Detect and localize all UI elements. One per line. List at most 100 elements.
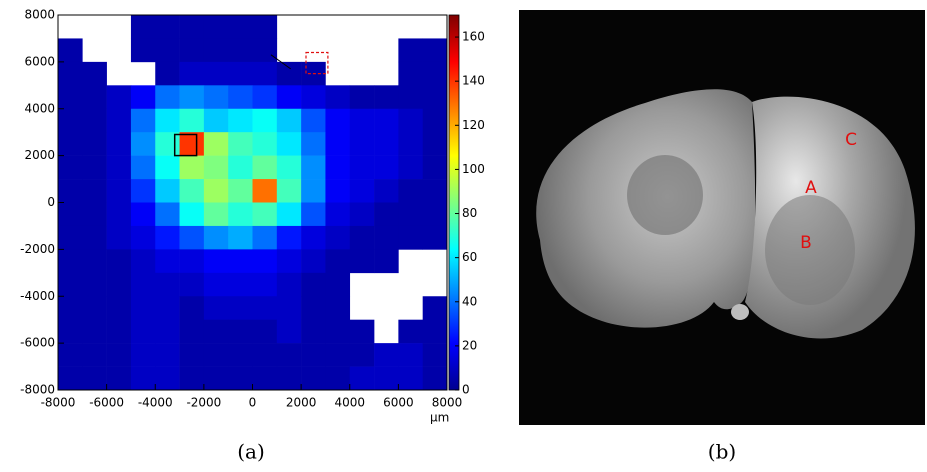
heat-cell: [349, 319, 375, 344]
heat-cell: [228, 202, 253, 227]
marker-line: [270, 54, 291, 70]
striatum-right: [765, 195, 855, 305]
heat-cell: [179, 132, 205, 156]
heat-cell: [276, 179, 302, 203]
heat-cell: [106, 179, 132, 203]
caption: (a): [237, 440, 265, 464]
heat-cell: [301, 272, 326, 297]
heat-cell: [82, 108, 107, 133]
y-tick-label: 2000: [24, 148, 55, 162]
heat-cell: [276, 155, 302, 180]
colorbar-tick-label: 40: [462, 294, 477, 308]
x-tick-label: -8000: [41, 396, 76, 410]
y-tick-label: 8000: [24, 8, 55, 22]
heat-cell: [252, 272, 278, 297]
x-tick-label: 4000: [334, 396, 365, 410]
heat-cell: [374, 343, 399, 367]
heat-cell: [252, 319, 278, 344]
heat-cell: [325, 202, 351, 227]
heat-cell: [82, 179, 107, 203]
y-tick-label: 6000: [24, 54, 55, 68]
heat-cell: [203, 296, 229, 320]
heat-cell: [252, 202, 278, 227]
heat-cell: [82, 225, 107, 250]
heat-cell: [130, 225, 156, 250]
heat-cell: [228, 319, 253, 344]
heat-cell: [179, 108, 205, 133]
y-tick-label: -6000: [20, 336, 55, 350]
annotation: A: [805, 178, 817, 198]
heat-cell: [252, 85, 278, 110]
heat-cell: [422, 155, 448, 180]
heat-cell: [58, 179, 83, 203]
heat-cell: [203, 179, 229, 203]
heat-cell: [58, 343, 83, 367]
heat-cell: [374, 249, 399, 274]
heat-cell: [252, 296, 278, 320]
heat-cell: [301, 343, 326, 367]
heat-cell: [130, 108, 156, 133]
heat-cell: [301, 85, 326, 110]
colorbar-tick-label: 0: [462, 383, 470, 397]
heat-cell: [398, 61, 423, 86]
heat-cell: [58, 225, 83, 250]
heat-cell: [301, 202, 326, 227]
heat-cell: [203, 108, 229, 133]
heat-cell: [398, 225, 423, 250]
heat-cell: [82, 202, 107, 227]
heat-cell: [252, 61, 278, 86]
heat-cell: [203, 249, 229, 274]
heat-cell: [203, 225, 229, 250]
heat-cell: [276, 61, 302, 86]
heat-cell: [130, 296, 156, 320]
heat-cell: [228, 225, 253, 250]
heat-cell: [58, 38, 83, 63]
heat-cell: [58, 85, 83, 110]
heat-cell: [252, 225, 278, 250]
heat-cell: [58, 61, 83, 86]
colorbar-tick-label: 120: [462, 118, 485, 132]
heat-cell: [325, 85, 351, 110]
heat-cell: [106, 132, 132, 156]
heat-cell: [179, 85, 205, 110]
heat-cell: [301, 132, 326, 156]
heat-cell: [106, 366, 132, 391]
x-tick-label: 8000: [432, 396, 463, 410]
heat-cell: [82, 61, 107, 86]
heat-cell: [155, 61, 180, 86]
heat-cell: [228, 249, 253, 274]
heat-cell: [179, 38, 205, 63]
heat-cell: [252, 132, 278, 156]
heat-cell: [252, 15, 278, 39]
heat-cell: [252, 38, 278, 63]
heat-cell: [130, 343, 156, 367]
heat-cell: [325, 366, 351, 391]
heat-cell: [203, 15, 229, 39]
heat-cell: [228, 15, 253, 39]
heat-cell: [325, 296, 351, 320]
heat-cell: [106, 296, 132, 320]
y-tick-label: -4000: [20, 289, 55, 303]
heat-cell: [82, 319, 107, 344]
heat-cell: [179, 202, 205, 227]
heat-cell: [203, 366, 229, 391]
heat-cell: [422, 132, 448, 156]
x-tick-label: -2000: [186, 396, 221, 410]
heat-cell: [106, 343, 132, 367]
heat-cell: [179, 296, 205, 320]
heat-cell: [155, 272, 180, 297]
colorbar-tick-label: 60: [462, 250, 477, 264]
heat-cell: [58, 296, 83, 320]
heat-cell: [349, 179, 375, 203]
heat-cell: [82, 272, 107, 297]
heat-cell: [106, 108, 132, 133]
heat-cell: [276, 343, 302, 367]
heat-cell: [106, 319, 132, 344]
heat-cell: [130, 85, 156, 110]
heat-cell: [155, 179, 180, 203]
heat-cell: [130, 155, 156, 180]
heat-cell: [228, 366, 253, 391]
heat-cell: [398, 132, 423, 156]
heat-cell: [374, 108, 399, 133]
heat-cell: [252, 179, 278, 203]
